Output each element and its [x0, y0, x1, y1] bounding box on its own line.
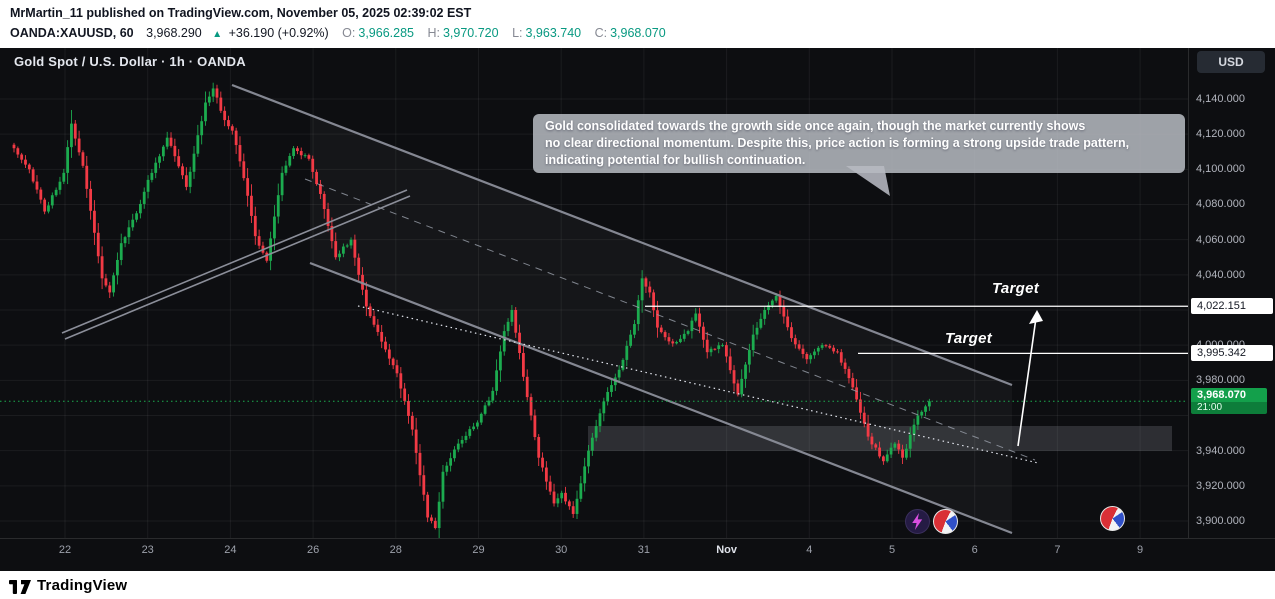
time-axis-label[interactable]: 9 — [1137, 544, 1144, 556]
chart-area[interactable]: Gold Spot / U.S. Dollar · 1h · OANDA USD… — [0, 48, 1275, 571]
open-label: O: — [342, 26, 356, 40]
time-axis-label[interactable]: 26 — [306, 544, 320, 556]
target-price-label-upper: 4,022.151 — [1191, 298, 1273, 315]
symbol-name[interactable]: OANDA:XAUUSD, 60 — [10, 26, 134, 40]
reaction-badge-icon[interactable] — [1100, 506, 1125, 531]
time-axis-label[interactable]: 28 — [389, 544, 402, 556]
published-line: MrMartin_11 published on TradingView.com… — [10, 6, 472, 20]
time-axis-label[interactable]: 31 — [637, 544, 651, 556]
price-axis-label: 4,120.000 — [1196, 128, 1245, 141]
price-axis-label: 4,040.000 — [1196, 268, 1245, 281]
last-price: 3,968.290 — [146, 26, 202, 40]
tradingview-brand[interactable]: TradingView — [37, 576, 128, 594]
time-axis-label[interactable]: 23 — [141, 544, 154, 556]
price-axis-separator — [1188, 48, 1189, 538]
price-axis-label: 3,900.000 — [1196, 514, 1245, 527]
lightning-reaction-icon[interactable] — [905, 509, 930, 534]
target-label-lower: Target — [945, 330, 993, 347]
target-label-upper: Target — [992, 280, 1040, 297]
price-axis-label: 4,140.000 — [1196, 93, 1245, 105]
open-value: 3,966.285 — [358, 26, 414, 40]
currency-button[interactable]: USD — [1197, 51, 1265, 73]
symbol-summary-line: OANDA:XAUUSD, 60 3,968.290 ▲ +36.190 (+0… — [10, 26, 666, 40]
time-axis-separator — [0, 538, 1275, 539]
annotation-callout[interactable]: Gold consolidated towards the growth sid… — [533, 114, 1185, 173]
high-value: 3,970.720 — [442, 26, 499, 40]
time-axis-label[interactable]: 29 — [472, 544, 485, 556]
price-axis[interactable]: 4,140.000 4,120.000 4,100.000 4,080.000 4,06… — [0, 48, 1275, 571]
time-axis-label[interactable]: 7 — [1054, 544, 1061, 556]
target-price-label-lower: 3,995.342 — [1191, 345, 1273, 362]
time-axis-label[interactable]: Nov — [716, 544, 737, 556]
low-label: L: — [512, 26, 523, 40]
price-axis-label: 4,060.000 — [1196, 233, 1245, 246]
chart-title: Gold Spot / U.S. Dollar · 1h · OANDA — [14, 54, 246, 69]
time-axis-label[interactable]: 24 — [224, 544, 237, 556]
reaction-badge-icon[interactable] — [933, 509, 958, 534]
close-label: C: — [594, 26, 608, 40]
bar-close-countdown: 21:00 — [1191, 402, 1267, 415]
time-axis-label[interactable]: 4 — [806, 544, 813, 556]
last-price-badge: 3,968.070 21:00 — [1191, 388, 1267, 415]
callout-text-line: Gold consolidated towards the growth sid… — [545, 119, 1086, 133]
price-axis-label: 4,100.000 — [1196, 163, 1245, 176]
time-axis-label[interactable]: 30 — [555, 544, 568, 556]
high-label: H: — [427, 26, 440, 40]
footer: TradingView — [0, 571, 1275, 599]
up-arrow-icon: ▲ — [212, 29, 223, 40]
price-axis-label: 3,980.000 — [1196, 374, 1245, 387]
price-change: +36.190 (+0.92%) — [228, 26, 329, 40]
close-value: 3,968.070 — [610, 26, 666, 40]
tradingview-logo-icon[interactable] — [9, 577, 31, 594]
callout-text-line: indicating potential for bullish continu… — [545, 153, 806, 167]
time-axis[interactable]: 22 23 24 26 28 29 30 31 Nov 4 5 6 7 9 — [0, 48, 1275, 571]
callout-text-line: no clear directional momentum. Despite t… — [545, 136, 1130, 150]
candlestick-plot[interactable] — [0, 48, 1188, 538]
time-axis-label[interactable]: 22 — [58, 544, 72, 556]
snapshot-header: MrMartin_11 published on TradingView.com… — [0, 0, 1275, 48]
price-axis-label: 4,080.000 — [1196, 198, 1245, 211]
time-axis-label[interactable]: 6 — [971, 544, 978, 556]
price-axis-label: 3,940.000 — [1196, 444, 1245, 457]
last-price-value: 3,968.070 — [1191, 388, 1267, 403]
low-value: 3,963.740 — [525, 26, 582, 40]
time-axis-label[interactable]: 5 — [888, 544, 896, 556]
price-axis-label: 3,920.000 — [1196, 479, 1245, 492]
